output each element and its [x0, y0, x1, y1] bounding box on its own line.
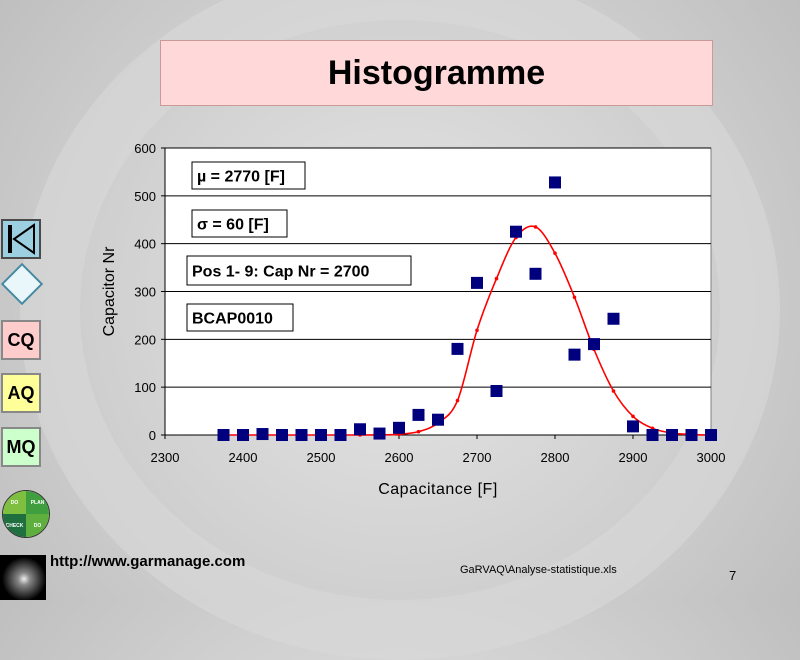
sigma-annotation-box [191, 209, 288, 238]
data-point [490, 384, 503, 397]
x-tick-label: 2800 [541, 450, 570, 465]
data-point [588, 338, 600, 351]
data-point [315, 429, 327, 441]
pdca-logo[interactable]: DO PLAN CHECK DO [2, 490, 50, 538]
cq-button[interactable]: CQ [1, 320, 41, 360]
fit-curve-point [455, 398, 460, 403]
data-point [334, 429, 347, 441]
x-tick-label: 2500 [307, 450, 336, 465]
y-tick-label: 100 [134, 380, 156, 395]
data-point [646, 429, 659, 441]
title-box: Histogramme [160, 40, 713, 106]
x-axis-label: Capacitance [F] [378, 481, 498, 498]
file-path: GaRVAQ\Analyse-statistique.xls [460, 564, 617, 576]
y-tick-label: 300 [134, 285, 156, 300]
y-axis-label: Capacitor Nr [101, 246, 118, 336]
data-point [685, 429, 698, 441]
fit-curve-point [553, 251, 557, 256]
page-number: 7 [729, 568, 737, 583]
data-point [705, 429, 717, 441]
data-point [354, 423, 366, 436]
slide-title: Histogramme [327, 53, 546, 92]
data-point [666, 429, 678, 441]
part-annotation-box [186, 303, 294, 332]
data-point [295, 429, 308, 441]
data-point [568, 348, 581, 361]
logo-quadrant-do: DO [3, 491, 26, 514]
fit-curve-point [611, 389, 616, 393]
x-tick-label: 2700 [463, 450, 492, 465]
data-point [627, 420, 639, 433]
data-point [217, 429, 230, 441]
y-tick-label: 600 [134, 141, 156, 156]
data-point [510, 225, 522, 238]
data-point [373, 427, 386, 440]
data-point [549, 176, 561, 189]
back-button[interactable] [1, 219, 41, 259]
x-tick-label: 3000 [697, 450, 726, 465]
sigma-annotation: σ = 60 [F] [197, 217, 269, 234]
x-tick-label: 2900 [619, 450, 648, 465]
data-point [412, 408, 425, 421]
mu-annotation-box [191, 161, 306, 190]
y-tick-label: 0 [149, 428, 156, 443]
data-point [256, 428, 269, 441]
data-point [432, 413, 444, 426]
logo-quadrant-plan: PLAN [26, 491, 49, 514]
mq-button[interactable]: MQ [1, 427, 41, 467]
skip-back-icon [8, 223, 35, 255]
data-point [237, 429, 249, 441]
fit-curve-point [533, 225, 538, 229]
y-tick-label: 400 [134, 237, 156, 252]
logo-quadrant-check: CHECK [3, 514, 26, 537]
position-annotation: Pos 1- 9: Cap Nr = 2700 [192, 264, 370, 281]
fit-curve-point [572, 295, 577, 300]
x-tick-label: 2400 [229, 450, 258, 465]
histogram-chart: 0 100 200 300 400 500 600 2300 2400 2500 2600 2700 2… [101, 141, 726, 498]
website-link[interactable]: http://www.garmanage.com [50, 553, 246, 570]
y-tick-label: 500 [134, 189, 156, 204]
fit-curve-point [631, 414, 635, 419]
x-tick-label: 2600 [385, 450, 414, 465]
fit-curve-point [416, 429, 421, 434]
data-point [529, 267, 542, 280]
mu-annotation: µ = 2770 [F] [197, 169, 285, 186]
data-point [607, 312, 620, 325]
data-point [393, 421, 405, 434]
y-tick-label: 200 [134, 332, 156, 347]
fit-curve-point [494, 276, 499, 281]
x-tick-label: 2300 [151, 450, 180, 465]
aq-button[interactable]: AQ [1, 373, 41, 413]
logo-quadrant-do2: DO [26, 514, 49, 537]
data-point [276, 429, 288, 441]
position-annotation-box [186, 255, 412, 286]
data-point [471, 276, 483, 289]
fit-curve-point [475, 328, 479, 333]
corner-logo [0, 555, 46, 600]
part-annotation: BCAP0010 [192, 311, 273, 328]
data-point [451, 342, 464, 355]
